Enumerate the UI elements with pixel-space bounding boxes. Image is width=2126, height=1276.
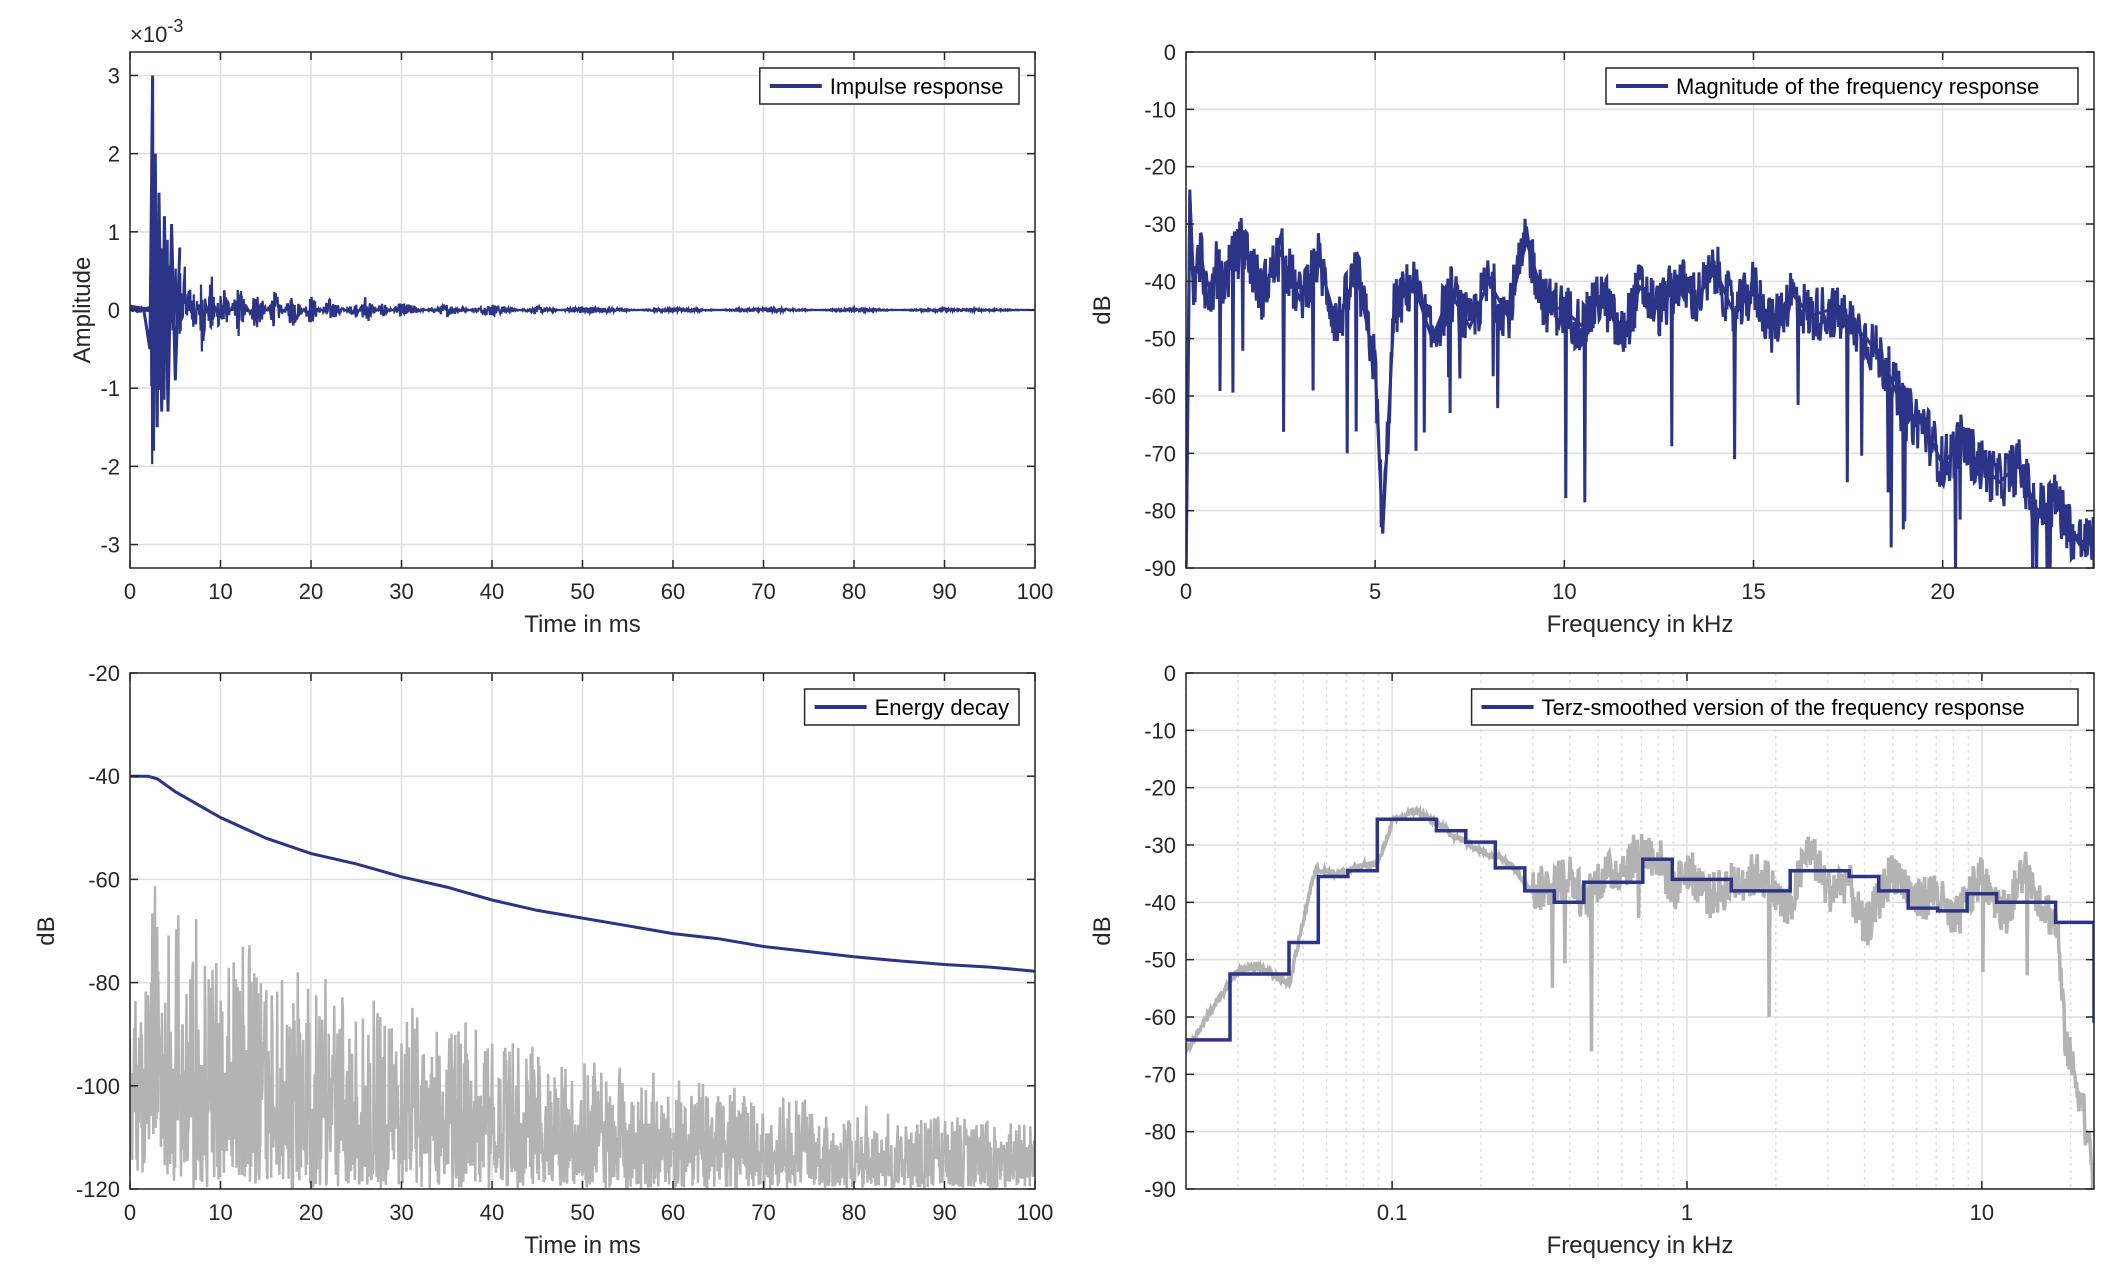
- series-energy-decay: [130, 774, 1035, 973]
- y-tick-label: -10: [1144, 97, 1176, 122]
- series-magnitude: [1186, 189, 2094, 568]
- axes-frame: [1185, 51, 2095, 569]
- series-impulse-response: [130, 220, 1035, 465]
- y-tick-label: 2: [108, 142, 120, 167]
- x-tick-label: 30: [389, 1200, 413, 1225]
- y-tick-label: -20: [88, 661, 120, 686]
- y-tick-label: -80: [1144, 499, 1176, 524]
- x-tick-label: 50: [570, 579, 594, 604]
- y-tick-label: 0: [108, 298, 120, 323]
- y-tick-label: 1: [108, 220, 120, 245]
- y-tick-label: -70: [1144, 1062, 1176, 1087]
- x-tick-label: 5: [1369, 579, 1381, 604]
- x-tick-label: 20: [1930, 579, 1954, 604]
- x-tick-label: 10: [1970, 1200, 1994, 1225]
- y-tick-label: -10: [1144, 718, 1176, 743]
- y-tick-label: -30: [1144, 212, 1176, 237]
- y-tick-label: 3: [108, 63, 120, 88]
- series-energy-raw: [130, 885, 1035, 1189]
- x-tick-label: 70: [751, 1200, 775, 1225]
- y-tick-label: -30: [1144, 833, 1176, 858]
- y-tick-label: -60: [1144, 1005, 1176, 1030]
- y-tick-label: -50: [1144, 327, 1176, 352]
- y-tick-label: -120: [76, 1177, 120, 1202]
- x-tick-label: 50: [570, 1200, 594, 1225]
- plot-area: [1186, 52, 2094, 568]
- legend-box: [1605, 67, 2079, 105]
- exponent-label: ×10-3: [130, 16, 183, 47]
- y-tick-label: -50: [1144, 948, 1176, 973]
- y-tick-label: -20: [1144, 155, 1176, 180]
- series-magnitude-envelope: [1186, 195, 2094, 568]
- y-axis-label: Amplitude: [69, 257, 96, 364]
- x-tick-label: 80: [842, 1200, 866, 1225]
- legend-box: [1470, 688, 2079, 726]
- x-tick-label: 80: [842, 579, 866, 604]
- x-tick-label: 10: [1552, 579, 1576, 604]
- x-tick-label: 15: [1741, 579, 1765, 604]
- x-tick-label: 0: [124, 579, 136, 604]
- axes-1: 0 10 20 30 40 50 60 70 80 90 100 -3 -2 -1 0 1 2 3 Time in …: [69, 16, 1053, 638]
- y-tick-label: -80: [1144, 1120, 1176, 1145]
- x-tick-label: 10: [208, 579, 232, 604]
- x-tick-label: 90: [932, 579, 956, 604]
- plot-area: [1186, 673, 2094, 1189]
- x-tick-label: 70: [751, 579, 775, 604]
- y-tick-label: -90: [1144, 1177, 1176, 1202]
- x-tick-label: 0: [124, 1200, 136, 1225]
- legend-label: Terz-smoothed version of the frequency r…: [1542, 695, 2025, 720]
- axes-3: 0 10 20 30 40 50 60 70 80 90 100 -20 -40 -60 -80 -100 -1…: [33, 661, 1053, 1259]
- axes-4: 0.1 1 10 0 -10 -20 -30 -40 -50 -60 -70 -80 -90 Freque…: [1089, 661, 2095, 1259]
- axes-frame: [1185, 672, 2095, 1190]
- x-tick-label: 100: [1017, 1200, 1054, 1225]
- x-axis-label: Time in ms: [524, 611, 640, 638]
- axes-2: 0 5 10 15 20 0 -10 -20 -30 -40 -50 -60 -70 -80 -90 Freq…: [1089, 40, 2095, 638]
- x-tick-label: 1: [1681, 1200, 1693, 1225]
- x-tick-label: 30: [389, 579, 413, 604]
- x-tick-label: 100: [1017, 579, 1054, 604]
- legend-label: Magnitude of the frequency response: [1676, 74, 2039, 99]
- y-tick-label: -1: [100, 376, 120, 401]
- legend: Energy decay: [803, 688, 1020, 726]
- x-axis-label: Frequency in kHz: [1547, 611, 1734, 638]
- y-tick-label: -80: [88, 971, 120, 996]
- series-impulse-peak: [130, 75, 182, 451]
- y-tick-label: -70: [1144, 441, 1176, 466]
- x-tick-label: 0.1: [1377, 1200, 1408, 1225]
- series-terz-smoothed: [1186, 817, 2094, 1042]
- x-tick-label: 60: [661, 579, 685, 604]
- y-tick-label: -3: [100, 533, 120, 558]
- x-tick-label: 40: [480, 579, 504, 604]
- legend-label: Impulse response: [830, 74, 1004, 99]
- y-tick-label: -40: [1144, 269, 1176, 294]
- y-tick-label: -100: [76, 1074, 120, 1099]
- x-tick-label: 60: [661, 1200, 685, 1225]
- y-tick-label: -2: [100, 454, 120, 479]
- y-axis-label: dB: [1089, 295, 1116, 324]
- legend-label: Energy decay: [875, 695, 1010, 720]
- y-tick-label: -60: [1144, 384, 1176, 409]
- y-tick-label: -40: [88, 764, 120, 789]
- legend: Magnitude of the frequency response: [1605, 67, 2079, 105]
- legend: Terz-smoothed version of the frequency r…: [1470, 688, 2079, 726]
- y-tick-label: -20: [1144, 776, 1176, 801]
- x-tick-label: 10: [208, 1200, 232, 1225]
- x-tick-label: 40: [480, 1200, 504, 1225]
- y-tick-label: -90: [1144, 556, 1176, 581]
- x-tick-label: 20: [299, 1200, 323, 1225]
- x-tick-label: 0: [1180, 579, 1192, 604]
- y-tick-label: -60: [88, 867, 120, 892]
- legend: Impulse response: [759, 67, 1020, 105]
- y-axis-label: dB: [33, 916, 60, 945]
- y-axis-label: dB: [1089, 916, 1116, 945]
- y-tick-label: 0: [1164, 40, 1176, 65]
- x-tick-label: 90: [932, 1200, 956, 1225]
- x-axis-label: Time in ms: [524, 1232, 640, 1259]
- y-tick-label: 0: [1164, 661, 1176, 686]
- y-tick-label: -40: [1144, 890, 1176, 915]
- x-tick-label: 20: [299, 579, 323, 604]
- x-axis-label: Frequency in kHz: [1547, 1232, 1734, 1259]
- series-raw-response: [1186, 804, 2094, 1189]
